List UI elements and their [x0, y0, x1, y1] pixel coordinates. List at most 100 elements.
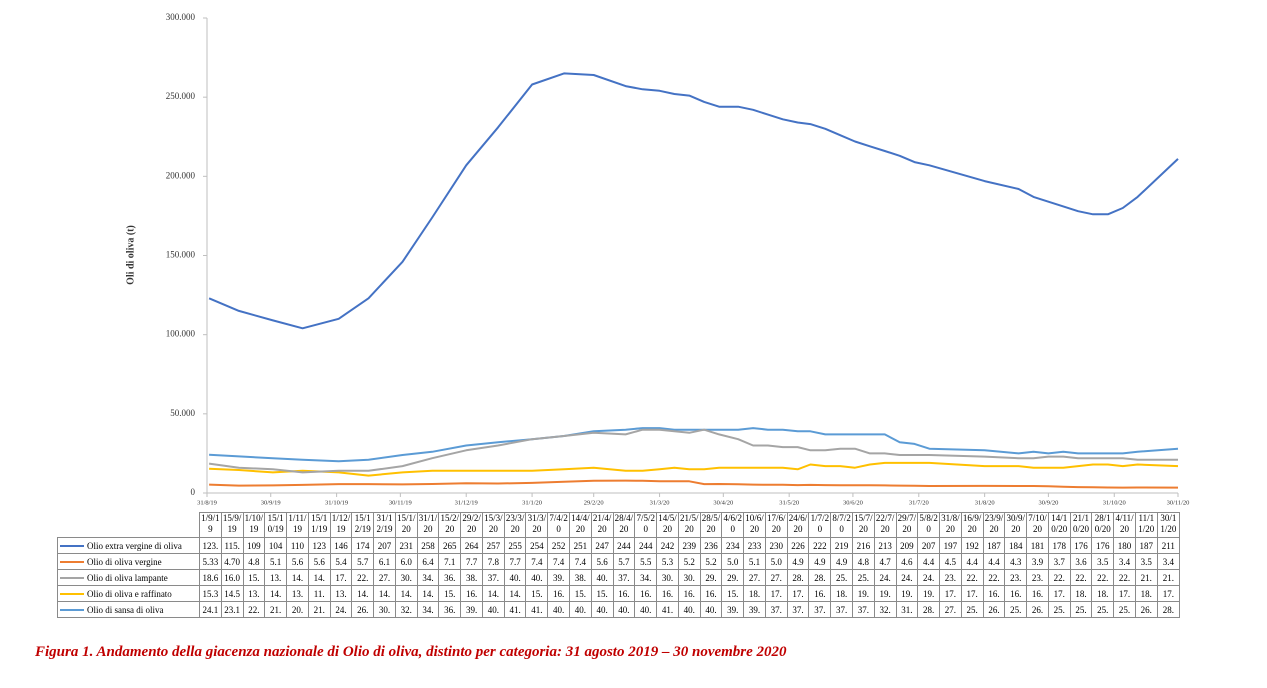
value-cell: 28. [808, 569, 832, 586]
value-cell: 3.7 [1047, 553, 1071, 570]
value-cell: 110 [286, 537, 309, 554]
value-cell: 16. [699, 585, 723, 602]
value-cell: 17. [939, 585, 962, 602]
value-cell: 22. [1047, 569, 1071, 586]
date-header: 30/11/20 [1156, 512, 1181, 538]
value-cell: 15. [438, 585, 462, 602]
series-line [208, 428, 1178, 474]
value-cell: 5.4 [329, 553, 353, 570]
value-cell: 40. [503, 569, 527, 586]
value-cell: 254 [525, 537, 549, 554]
value-cell: 265 [438, 537, 462, 554]
value-cell: 37. [851, 601, 875, 618]
value-cell: 5.6 [286, 553, 309, 570]
value-cell: 255 [503, 537, 527, 554]
value-cell: 176 [1091, 537, 1115, 554]
value-cell: 19. [917, 585, 941, 602]
value-cell: 7.8 [481, 553, 505, 570]
value-cell: 3.9 [1026, 553, 1049, 570]
value-cell: 39. [547, 569, 571, 586]
value-cell: 14. [264, 585, 288, 602]
y-tick-label: 150.000 [166, 250, 196, 260]
value-cell: 17. [1156, 585, 1181, 602]
series-row: Olio di oliva lampante 18.6 16.0 15. 13. 14. 1… [57, 569, 1181, 586]
value-cell: 30. [394, 569, 418, 586]
date-header: 15/12/19 [351, 512, 375, 538]
x-tick-label: 31/10/19 [325, 499, 348, 506]
value-cell: 25. [1113, 601, 1136, 618]
value-cell: 6.0 [394, 553, 418, 570]
series-row: Olio di oliva vergine 5.33 4.70 4.8 5.1 5.6 5.… [57, 553, 1181, 570]
value-cell: 14. [481, 585, 505, 602]
y-axis-title: Oli di oliva (t) [125, 225, 136, 285]
value-cell: 23. [1004, 569, 1028, 586]
series-line [209, 461, 1179, 477]
date-header: 15/11/19 [307, 512, 331, 538]
legend-label: Olio di oliva vergine [87, 556, 162, 567]
date-header: 14/4/20 [569, 512, 592, 538]
value-cell: 16. [656, 585, 679, 602]
legend-cell: Olio di oliva vergine [57, 553, 200, 570]
value-cell: 40. [699, 601, 723, 618]
value-cell: 16.0 [220, 569, 244, 586]
legend-swatch [60, 593, 84, 596]
value-cell: 37. [764, 601, 788, 618]
value-cell: 27. [764, 569, 788, 586]
value-cell: 7.4 [547, 553, 571, 570]
value-cell: 5.0 [764, 553, 788, 570]
y-tick-label: 100.000 [166, 329, 196, 339]
date-header: 21/4/20 [590, 512, 614, 538]
value-cell: 6.1 [373, 553, 396, 570]
value-cell: 25. [1069, 601, 1093, 618]
value-cell: 30. [656, 569, 679, 586]
series-line [209, 427, 1179, 463]
x-tick-label: 30/11/20 [1167, 499, 1190, 506]
x-tick-label: 31/8/20 [975, 499, 995, 506]
legend-label: Olio di oliva e raffinato [87, 588, 172, 599]
date-header: 31/3/20 [525, 512, 549, 538]
date-header: 1/7/20 [808, 512, 832, 538]
value-cell: 18. [1134, 585, 1158, 602]
date-header: 15/9/19 [220, 512, 244, 538]
value-cell: 17. [786, 585, 810, 602]
value-cell: 4.9 [830, 553, 853, 570]
value-cell: 25. [1004, 601, 1028, 618]
value-cell: 3.6 [1069, 553, 1093, 570]
value-cell: 40. [612, 601, 636, 618]
value-cell: 29. [721, 569, 745, 586]
value-cell: 213 [873, 537, 897, 554]
value-cell: 34. [634, 569, 658, 586]
value-cell: 22. [1113, 569, 1136, 586]
series-row: Olio di oliva e raffinato 15.3 14.5 13. 14. 1… [57, 585, 1181, 602]
date-header: 15/2/20 [438, 512, 462, 538]
value-cell: 14. [416, 585, 440, 602]
date-header: 7/4/20 [547, 512, 571, 538]
value-cell: 16. [634, 585, 658, 602]
value-cell: 5.1 [264, 553, 288, 570]
legend-cell: Olio di oliva lampante [57, 569, 200, 586]
y-tick-label: 50.000 [170, 408, 195, 418]
date-header: 1/10/19 [242, 512, 266, 538]
series-row: Olio di sansa di oliva 24.1 23.1 22. 21. 20. 2… [57, 601, 1181, 618]
value-cell: 19. [873, 585, 897, 602]
series-line [209, 479, 1179, 489]
legend-cell: Olio di oliva e raffinato [57, 585, 200, 602]
date-header: 15/7/20 [851, 512, 875, 538]
legend-label: Olio di sansa di oliva [87, 604, 164, 615]
value-cell: 4.7 [873, 553, 897, 570]
value-cell: 3.5 [1134, 553, 1158, 570]
value-cell: 5.2 [677, 553, 701, 570]
value-cell: 197 [939, 537, 962, 554]
value-cell: 19. [851, 585, 875, 602]
legend-label: Olio di oliva lampante [87, 572, 168, 583]
value-cell: 24. [329, 601, 353, 618]
value-cell: 3.5 [1091, 553, 1115, 570]
value-cell: 36. [438, 601, 462, 618]
date-header: 15/3/20 [481, 512, 505, 538]
date-header: 1/11/19 [286, 512, 309, 538]
value-cell: 15. [721, 585, 745, 602]
value-cell: 11. [307, 585, 331, 602]
date-header: 4/11/20 [1113, 512, 1136, 538]
legend-swatch [60, 609, 84, 612]
value-cell: 14. [503, 585, 527, 602]
